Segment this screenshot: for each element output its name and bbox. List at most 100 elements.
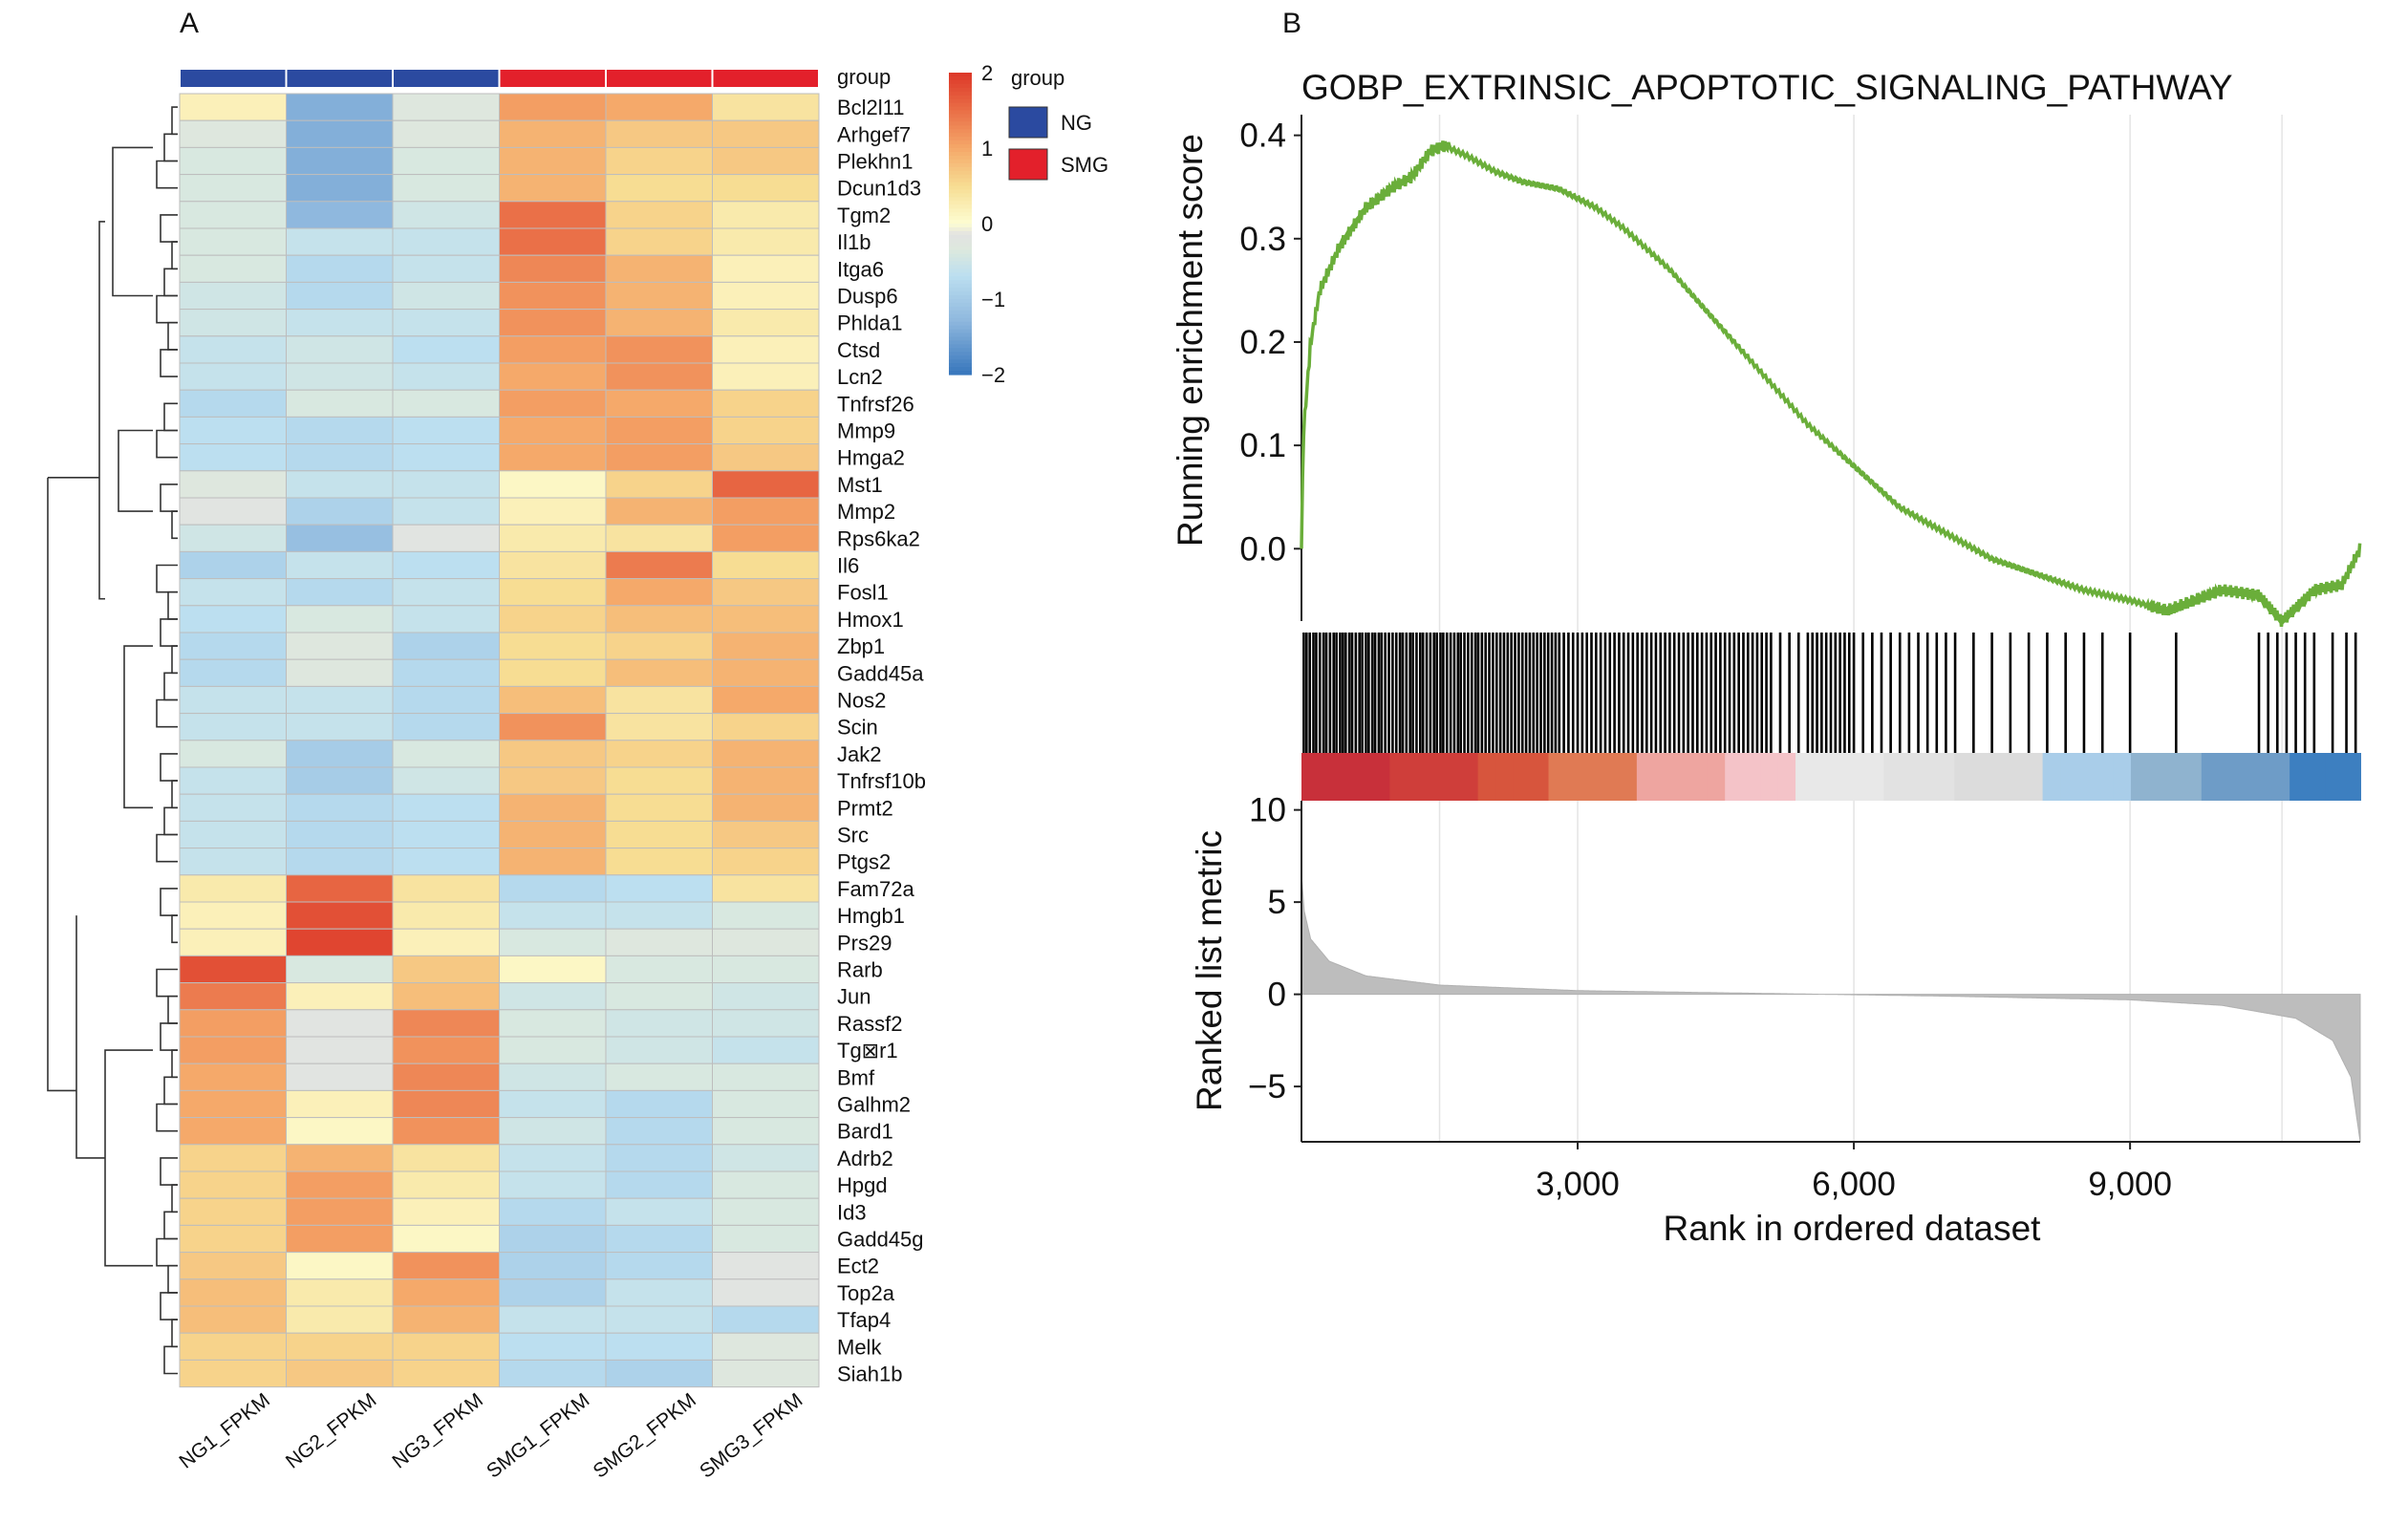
- group-legend-swatch: [1008, 106, 1048, 139]
- dendrogram-link: [163, 1345, 178, 1375]
- color-scale-step: [949, 284, 972, 289]
- heat-cell: [286, 281, 394, 311]
- heat-cell: [712, 1224, 820, 1254]
- heat-cell: [286, 1252, 394, 1280]
- color-scale-step: [949, 162, 972, 168]
- heat-cell: [712, 605, 820, 633]
- dendrogram-link: [171, 1319, 178, 1348]
- color-scale-step: [949, 242, 972, 247]
- heat-cell: [392, 1170, 500, 1199]
- heat-cell: [499, 309, 607, 337]
- heat-cell: [712, 389, 820, 418]
- color-scale-step: [949, 268, 972, 273]
- row-label: Adrb2: [837, 1147, 893, 1170]
- dendrogram-link: [156, 294, 178, 324]
- color-scale-step: [949, 83, 972, 89]
- heat-cell: [179, 1359, 287, 1388]
- color-scale-step: [949, 310, 972, 315]
- column-labels: NG1_FPKM NG2_FPKM NG3_FPKMSMG1_FPKMSMG2_FP…: [175, 1389, 806, 1483]
- gene-hit-barcode: [1302, 633, 2357, 753]
- heat-cell: [605, 309, 713, 337]
- heat-cell: [392, 1063, 500, 1091]
- heat-cell: [712, 632, 820, 660]
- rank-color-band: [1425, 753, 1444, 801]
- heat-cell: [286, 416, 394, 445]
- rank-color-band: [1689, 753, 1709, 801]
- heat-cell: [605, 1305, 713, 1334]
- heat-cell: [392, 1252, 500, 1280]
- heat-cell: [179, 201, 287, 229]
- color-scale-step: [949, 253, 972, 259]
- heat-cell: [286, 1170, 394, 1199]
- dendrogram-link: [171, 1049, 178, 1079]
- dendrogram-link: [160, 214, 178, 243]
- heat-cell: [605, 174, 713, 203]
- rank-color-band: [2025, 753, 2044, 801]
- heat-cell: [179, 658, 287, 687]
- heat-cell: [392, 1144, 500, 1172]
- heat-cell: [286, 658, 394, 687]
- heat-cell: [179, 578, 287, 607]
- row-label: Gadd45a: [837, 661, 924, 685]
- heat-cell: [286, 820, 394, 849]
- rank-color-band: [1989, 753, 2009, 801]
- heat-cell: [179, 416, 287, 445]
- heat-cell: [179, 685, 287, 715]
- heat-cell: [286, 793, 394, 822]
- heat-cell: [179, 713, 287, 741]
- dendrogram-link: [167, 995, 178, 1024]
- rank-color-band: [1619, 753, 1638, 801]
- heat-cell: [712, 740, 820, 768]
- heat-cell: [605, 335, 713, 364]
- heat-cell: [392, 443, 500, 472]
- heat-cell: [605, 1170, 713, 1199]
- heat-cell: [712, 820, 820, 849]
- heat-cell: [286, 524, 394, 552]
- heat-cell: [286, 1009, 394, 1038]
- dendrogram-link: [167, 1264, 178, 1294]
- heat-cell: [286, 1036, 394, 1064]
- rank-color-band: [1831, 753, 1850, 801]
- group-legend: group NG SMG: [1008, 66, 1108, 181]
- column-label: SMG3_FPKM: [696, 1389, 806, 1483]
- heat-cell: [392, 1117, 500, 1146]
- rank-color-band: [2077, 753, 2096, 801]
- heat-cell: [179, 174, 287, 203]
- heat-cell: [712, 1009, 820, 1038]
- heat-cell: [499, 1332, 607, 1361]
- row-label: Siah1b: [837, 1363, 903, 1386]
- heat-cell: [392, 146, 500, 176]
- dendrogram-link: [171, 914, 178, 944]
- heat-cell: [712, 1305, 820, 1334]
- heat-cell: [499, 1009, 607, 1038]
- heat-cell: [499, 1089, 607, 1119]
- row-label: Jak2: [837, 742, 881, 766]
- rank-color-band: [1477, 753, 1497, 801]
- metric-y-tick-label: 10: [1249, 792, 1286, 829]
- row-label: Rps6ka2: [837, 526, 920, 550]
- color-scale-step: [949, 212, 972, 217]
- color-scale-tick-label: −1: [981, 288, 1005, 311]
- heat-cell: [392, 389, 500, 418]
- color-scale-step: [949, 125, 972, 130]
- heat-cell: [712, 93, 820, 121]
- heat-cell: [499, 874, 607, 903]
- heat-cell: [286, 632, 394, 660]
- heat-cell: [392, 658, 500, 687]
- rank-color-band: [1777, 753, 1797, 801]
- rank-color-band: [2342, 753, 2361, 801]
- heat-cell: [286, 578, 394, 607]
- row-label: Galhm2: [837, 1093, 911, 1117]
- heat-cell: [179, 335, 287, 364]
- dendrogram-link: [98, 221, 105, 600]
- heat-cell: [286, 254, 394, 283]
- rank-color-band: [1442, 753, 1462, 801]
- rank-color-band: [1742, 753, 1762, 801]
- heat-cell: [392, 955, 500, 984]
- panel-label-a: A: [180, 8, 199, 39]
- rank-color-band: [2148, 753, 2167, 801]
- dendrogram-link: [160, 618, 178, 647]
- heat-cell: [499, 1278, 607, 1307]
- color-scale-step: [949, 155, 972, 161]
- heat-cell: [392, 874, 500, 903]
